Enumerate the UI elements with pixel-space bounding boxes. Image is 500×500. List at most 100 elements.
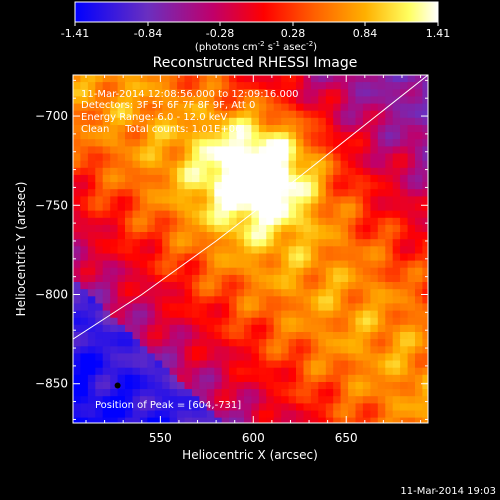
heatmap-cell — [310, 360, 319, 369]
heatmap-cell — [154, 182, 163, 190]
heatmap-cell — [296, 382, 304, 390]
heatmap-cell — [310, 110, 319, 119]
heatmap-cell — [355, 289, 364, 297]
heatmap-cell — [139, 382, 148, 390]
heatmap-cell — [288, 303, 297, 312]
heatmap-cell — [340, 189, 349, 197]
heatmap-cell — [221, 160, 230, 169]
heatmap-cell — [154, 82, 163, 90]
heatmap-cell — [147, 303, 156, 312]
heatmap-cell — [73, 396, 81, 404]
heatmap-cell — [355, 339, 364, 347]
heatmap-cell — [147, 217, 156, 226]
heatmap-cell — [102, 125, 111, 133]
heatmap-cell — [154, 246, 163, 254]
heatmap-cell — [325, 146, 334, 155]
heatmap-cell — [229, 160, 238, 169]
heatmap-cell — [102, 160, 111, 169]
heatmap-cell — [244, 232, 252, 240]
heatmap-cell — [162, 267, 171, 276]
heatmap-cell — [73, 146, 81, 155]
heatmap-cell — [221, 374, 230, 383]
image-area — [73, 75, 428, 423]
heatmap-cell — [362, 246, 371, 254]
heatmap-cell — [117, 196, 126, 205]
heatmap-cell — [236, 232, 245, 240]
heatmap-cell — [377, 174, 386, 183]
heatmap-cell — [117, 239, 126, 247]
heatmap-cell — [303, 267, 312, 276]
heatmap-cell — [184, 189, 193, 197]
heatmap-cell — [169, 167, 178, 176]
heatmap-cell — [251, 353, 260, 362]
heatmap-cell — [296, 246, 304, 254]
heatmap-cell — [370, 167, 379, 176]
image-annotation: 11-Mar-2014 12:08:56.000 to 12:09:16.000… — [81, 89, 299, 411]
heatmap-cell — [400, 246, 409, 254]
heatmap-cell — [214, 153, 223, 162]
heatmap-cell — [199, 346, 208, 354]
heatmap-cell — [184, 324, 193, 333]
heatmap-cell — [102, 353, 111, 362]
heatmap-cell — [415, 267, 423, 276]
heatmap-cell — [192, 182, 200, 190]
heatmap-cell — [244, 132, 252, 140]
heatmap-cell — [348, 203, 357, 212]
heatmap-cell — [422, 89, 428, 97]
heatmap-cell — [385, 232, 394, 240]
heatmap-cell — [221, 110, 230, 119]
heatmap-cell — [348, 82, 357, 90]
heatmap-cell — [273, 224, 282, 233]
heatmap-cell — [139, 210, 148, 219]
heatmap-cell — [362, 332, 371, 340]
heatmap-cell — [147, 324, 156, 333]
heatmap-cell — [325, 110, 334, 119]
heatmap-cell — [73, 346, 81, 354]
y-tick-label: −700 — [35, 109, 68, 123]
heatmap-cell — [221, 232, 230, 240]
heatmap-cell — [199, 117, 208, 126]
heatmap-cell — [258, 103, 267, 112]
heatmap-cell — [281, 224, 290, 233]
heatmap-cell — [73, 410, 81, 419]
heatmap-cell — [258, 339, 267, 347]
heatmap-cell — [281, 360, 290, 369]
annotation-clean: Clean Total counts: 1.01E+06 — [81, 124, 241, 135]
heatmap-cell — [236, 310, 245, 319]
heatmap-cell — [400, 232, 409, 240]
heatmap-cell — [377, 403, 386, 412]
heatmap-cell — [169, 289, 178, 297]
heatmap-cell — [244, 396, 252, 404]
heatmap-cell — [377, 167, 386, 176]
heatmap-cell — [385, 417, 394, 423]
heatmap-cell — [355, 382, 364, 390]
heatmap-cell — [392, 253, 401, 262]
heatmap-cell — [206, 267, 215, 276]
heatmap-cell — [95, 403, 104, 412]
heatmap-cell — [400, 332, 409, 340]
heatmap-cell — [296, 110, 304, 119]
heatmap-cell — [221, 246, 230, 254]
heatmap-cell — [102, 317, 111, 326]
heatmap-cell — [154, 339, 163, 347]
heatmap-cell — [415, 174, 423, 183]
heatmap-cell — [303, 217, 312, 226]
heatmap-cell — [177, 139, 186, 147]
heatmap-cell — [325, 167, 334, 176]
heatmap-cell — [244, 282, 252, 290]
heatmap-cell — [370, 389, 379, 397]
heatmap-cell — [102, 246, 111, 254]
heatmap-cell — [244, 239, 252, 247]
heatmap-cell — [102, 410, 111, 419]
heatmap-cell — [102, 153, 111, 162]
heatmap-cell — [221, 89, 230, 97]
heatmap-cell — [229, 396, 238, 404]
heatmap-cell — [340, 89, 349, 97]
heatmap-cell — [296, 103, 304, 112]
heatmap-cell — [110, 224, 119, 233]
heatmap-cell — [355, 160, 364, 169]
heatmap-cell — [348, 374, 357, 383]
heatmap-cell — [102, 224, 111, 233]
heatmap-cell — [348, 253, 357, 262]
heatmap-cell — [80, 332, 89, 340]
